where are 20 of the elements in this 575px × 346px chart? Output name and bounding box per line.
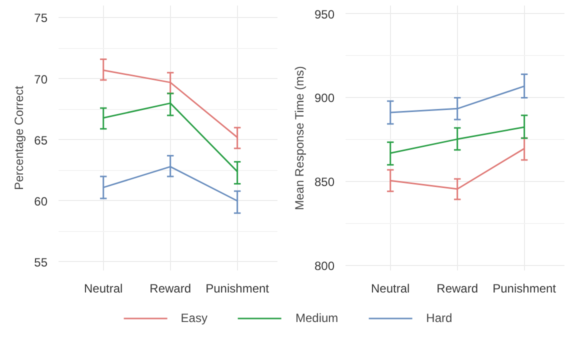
x-tick-label: Neutral: [371, 282, 410, 296]
y-tick-label: 800: [314, 258, 335, 273]
legend-label: Medium: [295, 311, 338, 325]
x-tick-label: Reward: [436, 282, 478, 296]
y-tick-label: 55: [34, 255, 48, 270]
x-tick-label: Punishment: [492, 282, 557, 296]
legend-label: Hard: [426, 311, 452, 325]
y-tick-label: 70: [34, 72, 48, 86]
y-tick-label: 65: [34, 133, 48, 148]
legend-label: Easy: [180, 311, 208, 325]
y-tick-label: 60: [34, 194, 48, 208]
y-tick-label: 850: [314, 175, 335, 190]
y-axis-title: Mean Response Time (ms): [292, 66, 306, 210]
y-tick-label: 950: [314, 7, 335, 22]
y-tick-label: 75: [34, 11, 48, 26]
x-tick-label: Reward: [150, 282, 192, 296]
y-tick-label: 900: [314, 91, 335, 106]
x-tick-label: Neutral: [84, 282, 123, 296]
x-tick-label: Punishment: [206, 282, 270, 296]
y-axis-title: Percentage Correct: [12, 85, 26, 190]
